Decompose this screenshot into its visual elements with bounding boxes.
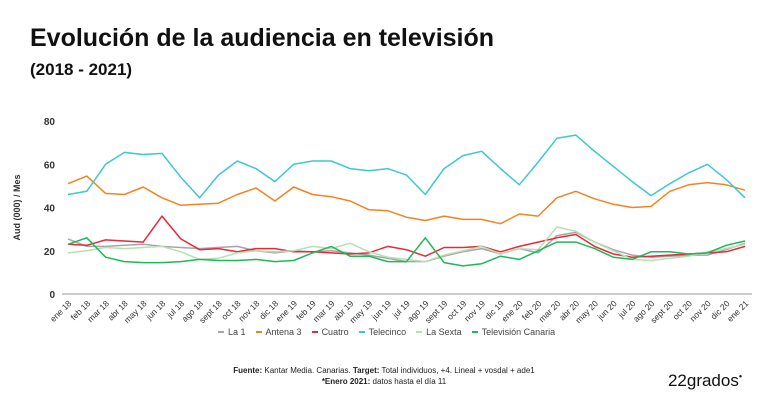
- logo-text: 22grados: [667, 371, 739, 390]
- source-note: Fuente: Kantar Media. Canarias. Target: …: [0, 365, 768, 387]
- source-label: Fuente:: [233, 366, 263, 375]
- legend-item: Telecinco: [358, 327, 407, 337]
- legend-label: La 1: [228, 327, 246, 337]
- series-line-televisión-canaria: [67, 237, 746, 267]
- series-line-antena-3: [67, 175, 746, 225]
- y-tick-label: 0: [49, 290, 55, 301]
- legend-item: Cuatro: [311, 327, 349, 337]
- legend-label: Televisión Canaria: [481, 327, 556, 337]
- y-tick-label: 60: [44, 160, 56, 171]
- x-tick-label: ene 18: [48, 298, 74, 324]
- legend-swatch: [218, 331, 224, 333]
- target-text: Total individuos, +4. Lineal + vosdal + …: [379, 366, 535, 375]
- legend-label: Telecinco: [368, 327, 407, 337]
- series-line-telecinco: [67, 134, 746, 199]
- x-tick-label: nov 18: [236, 298, 261, 323]
- x-tick-label: ene 20: [499, 298, 525, 324]
- note-text: datos hasta el día 11: [370, 377, 447, 386]
- legend: La 1 Antena 3 Cuatro Telecinco La Sexta Telev…: [218, 327, 555, 337]
- chart-subtitle: (2018 - 2021): [30, 60, 133, 79]
- legend-swatch: [311, 331, 318, 333]
- x-tick-label: nov 20: [688, 298, 713, 323]
- x-tick-label: jun 20: [595, 298, 619, 322]
- x-tick-label: jun 18: [143, 298, 167, 322]
- legend-label: Cuatro: [321, 327, 349, 337]
- source-text: Kantar Media. Canarias.: [262, 366, 353, 375]
- legend-item: Antena 3: [255, 327, 302, 337]
- legend-label: La Sexta: [426, 327, 462, 337]
- x-tick-label: mar 20: [537, 298, 563, 324]
- legend-swatch: [416, 331, 423, 333]
- target-label: Target:: [352, 366, 380, 375]
- y-tick-label: 40: [44, 204, 56, 215]
- x-tick-label: mar 19: [311, 298, 337, 324]
- x-tick-label: ene 21: [725, 298, 751, 324]
- series-line-cuatro: [67, 215, 746, 258]
- logo-22grados: 22grados•: [667, 371, 742, 390]
- legend-item: La Sexta: [416, 327, 462, 337]
- note-label: *Enero 2021:: [321, 377, 371, 386]
- y-axis-label: Aud (000) / Mes: [12, 174, 22, 240]
- x-tick-label: mar 18: [85, 298, 111, 324]
- legend-swatch: [471, 331, 478, 333]
- chart-title: Evolución de la audiencia en televisión: [30, 24, 495, 52]
- legend-swatch: [255, 331, 262, 333]
- legend-item: La 1: [218, 327, 246, 337]
- legend-label: Antena 3: [265, 327, 302, 337]
- legend-item: Televisión Canaria: [471, 327, 556, 337]
- y-tick-label: 80: [44, 117, 56, 128]
- x-tick-label: nov 19: [462, 298, 487, 323]
- x-tick-label: jun 19: [369, 298, 393, 322]
- x-tick-label: ene 19: [274, 298, 300, 324]
- legend-swatch: [358, 331, 365, 333]
- y-tick-label: 20: [44, 247, 56, 258]
